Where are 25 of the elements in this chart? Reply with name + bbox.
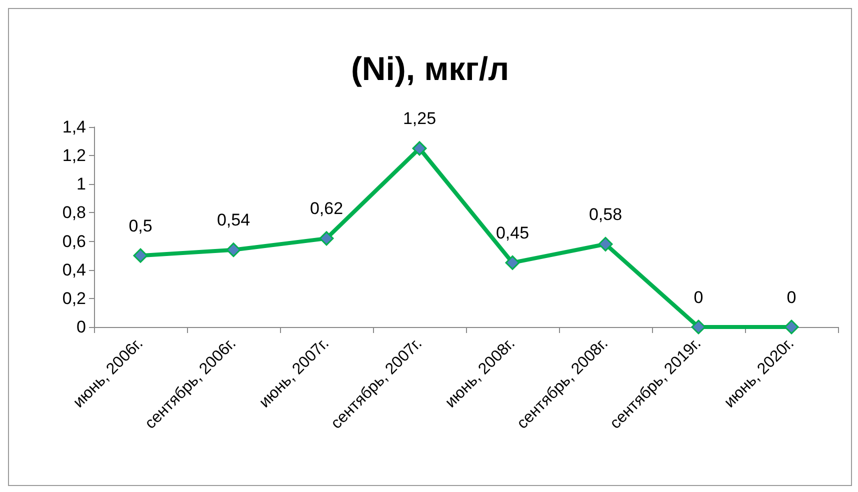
point: [784, 320, 799, 334]
y-tick-label: 0,8: [62, 203, 86, 222]
y-tick-label: 1,4: [62, 118, 86, 136]
data-label: 0,62: [310, 199, 344, 218]
y-tick-label: 1,2: [62, 146, 86, 166]
data-label: 0,54: [216, 210, 250, 230]
y-tick-label: 0,2: [62, 288, 86, 308]
data-label: 1,25: [402, 109, 436, 128]
data-label: 0: [786, 288, 796, 307]
y-tick-label: 0: [76, 318, 86, 336]
point: [505, 255, 520, 270]
point: [691, 320, 706, 334]
data-label: 0: [694, 288, 704, 307]
data-label: 0,58: [588, 204, 622, 224]
point: [412, 141, 427, 156]
y-tick-label: 0,4: [62, 260, 86, 280]
chart-title: (Ni), мкг/л: [350, 50, 510, 87]
point: [598, 236, 613, 252]
point: [226, 242, 241, 258]
data-label: 0,5: [128, 216, 152, 236]
y-tick-label: 1: [76, 174, 86, 194]
data-label: 0,45: [496, 223, 530, 242]
y-tick-label: 0,6: [62, 232, 86, 251]
point: [133, 248, 148, 263]
point: [319, 231, 334, 246]
